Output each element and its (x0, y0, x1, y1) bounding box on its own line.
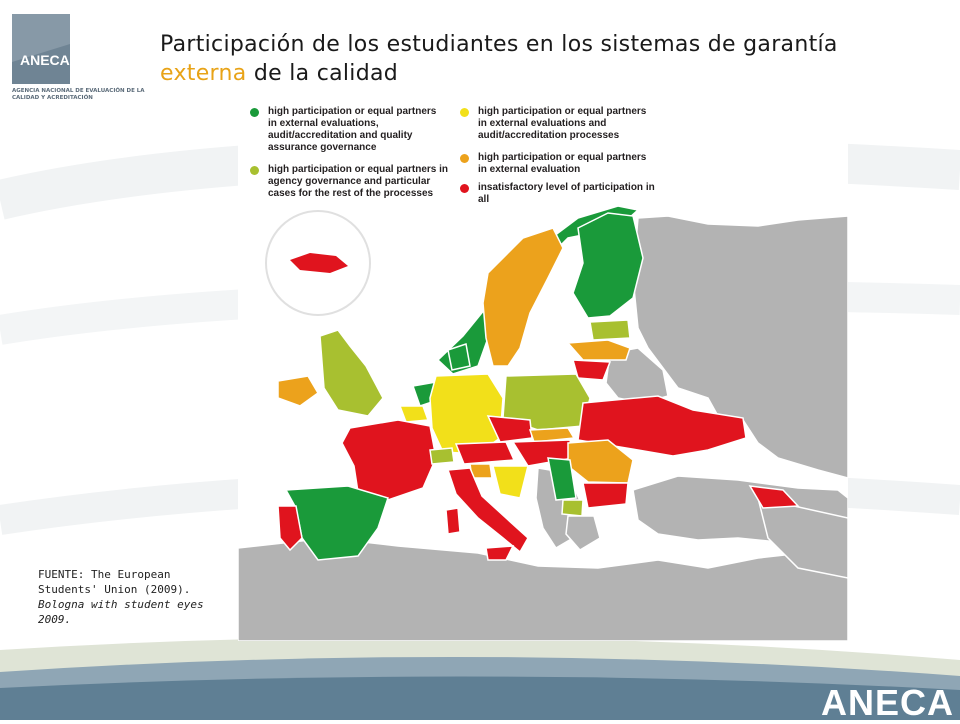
map-region-russia (632, 215, 848, 479)
map-region-greece (565, 515, 601, 551)
map-region-lithuania (571, 359, 612, 381)
legend-swatch-green (250, 108, 259, 117)
map-region-uk (319, 329, 384, 417)
map-region-belgium (398, 405, 430, 423)
legend-label-orange: high participation or equal partners in … (478, 152, 647, 175)
map-region-slovakia (528, 427, 576, 443)
logo-text: ANECA (20, 52, 70, 68)
legend-swatch-lightgreen (250, 166, 259, 175)
legend-label-red: insatisfactory level of participation in… (478, 182, 655, 205)
map-region-macedonia (561, 499, 584, 517)
map-region-bulgaria (582, 482, 629, 509)
legend-item-orange: high participation or equal partners in … (460, 152, 660, 182)
map-region-croatia (492, 465, 529, 499)
map-region-serbia (547, 457, 577, 501)
legend-label-lightgreen: high participation or equal partners in … (268, 164, 449, 199)
map-region-sardinia (445, 507, 461, 535)
europe-map: high participation or equal partners in … (238, 98, 848, 641)
logo-caption: AGENCIA NACIONAL DE EVALUACIÓN DE LA CAL… (12, 88, 145, 101)
legend-swatch-yellow (460, 108, 469, 117)
map-region-denmark (447, 343, 471, 371)
map-region-middle-east (756, 497, 848, 579)
map-region-latvia (566, 339, 631, 361)
title-part1: Participación de los estudiantes en los … (160, 32, 838, 57)
map-region-france (341, 419, 437, 501)
map-region-sicily (485, 545, 515, 561)
map-region-finland (572, 212, 644, 319)
source-line2: Bologna with student eyes 2009. (38, 598, 204, 626)
map-region-estonia (589, 319, 631, 341)
map-region-sweden (482, 227, 564, 367)
legend-item-yellow: high participation or equal partners in … (460, 106, 660, 150)
map-region-austria (454, 441, 516, 465)
source-citation: FUENTE: The European Students' Union (20… (38, 567, 208, 627)
map-region-switzerland (429, 447, 455, 465)
legend-item-green: high participation or equal partners in … (250, 106, 450, 166)
map-svg (238, 205, 848, 641)
aneca-logo: ANECA (12, 14, 70, 84)
page-title: Participación de los estudiantes en los … (160, 30, 920, 88)
map-region-italy (446, 467, 529, 554)
legend-label-green: high participation or equal partners in … (268, 106, 437, 153)
title-highlight: externa (160, 61, 247, 86)
map-region-portugal (277, 505, 303, 552)
title-part2: de la calidad (253, 61, 399, 86)
map-region-africa (238, 537, 848, 641)
source-line1: FUENTE: The European Students' Union (20… (38, 568, 191, 596)
legend-label-yellow: high participation or equal partners in … (478, 106, 647, 141)
map-region-iceland (290, 253, 348, 273)
map-region-ireland (277, 375, 319, 407)
map-region-georgia (748, 485, 800, 509)
legend-item-red: insatisfactory level of participation in… (460, 182, 660, 212)
legend-item-lightgreen: high participation or equal partners in … (250, 164, 460, 224)
footer-brand: ANECA (820, 682, 954, 723)
legend-swatch-orange (460, 154, 469, 163)
legend-swatch-red (460, 184, 469, 193)
